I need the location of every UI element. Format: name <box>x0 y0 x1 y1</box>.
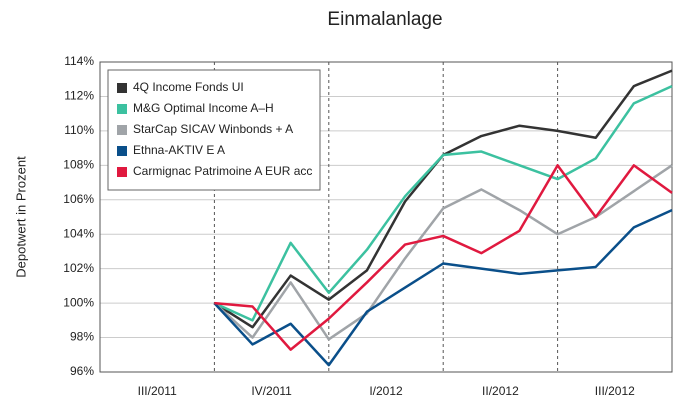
y-tick-label: 108% <box>63 158 94 172</box>
x-tick-label: I/2012 <box>369 384 403 398</box>
series-line <box>213 84 673 322</box>
y-tick-label: 112% <box>64 89 94 103</box>
y-tick-label: 100% <box>63 295 94 309</box>
y-tick-label: 114% <box>64 54 94 68</box>
legend-swatch <box>117 104 127 114</box>
series-line <box>213 208 673 367</box>
legend-label: StarCap SICAV Winbonds + A <box>133 122 293 136</box>
x-tick-label: II/2012 <box>482 384 519 398</box>
y-tick-label: 106% <box>63 192 94 206</box>
x-tick-label: III/2012 <box>595 384 635 398</box>
legend-label: Ethna-AKTIV E A <box>133 143 225 157</box>
x-tick-label: IV/2011 <box>251 384 292 398</box>
legend-label: M&G Optimal Income A–H <box>133 101 274 115</box>
x-tick-label: III/2011 <box>138 384 177 398</box>
y-tick-label: 98% <box>70 330 94 344</box>
y-axis-label: Depotwert in Prozent <box>13 156 28 278</box>
legend-swatch <box>117 167 127 177</box>
legend-swatch <box>117 125 127 135</box>
legend-label: 4Q Income Fonds UI <box>133 80 244 94</box>
legend-swatch <box>117 83 127 93</box>
y-tick-label: 102% <box>63 261 94 275</box>
chart-title: Einmalanlage <box>327 9 442 30</box>
legend-label: Carmignac Patrimoine A EUR acc <box>133 164 312 178</box>
legend-swatch <box>117 146 127 156</box>
y-tick-label: 96% <box>70 364 94 378</box>
series-line <box>214 164 673 351</box>
y-tick-label: 104% <box>63 226 94 240</box>
y-tick-label: 110% <box>64 123 94 137</box>
plot-frame <box>99 61 673 373</box>
series-line <box>213 164 673 341</box>
legend-box <box>107 69 321 191</box>
legend: 4Q Income Fonds UI M&G Optimal Income A–H… <box>107 69 321 191</box>
